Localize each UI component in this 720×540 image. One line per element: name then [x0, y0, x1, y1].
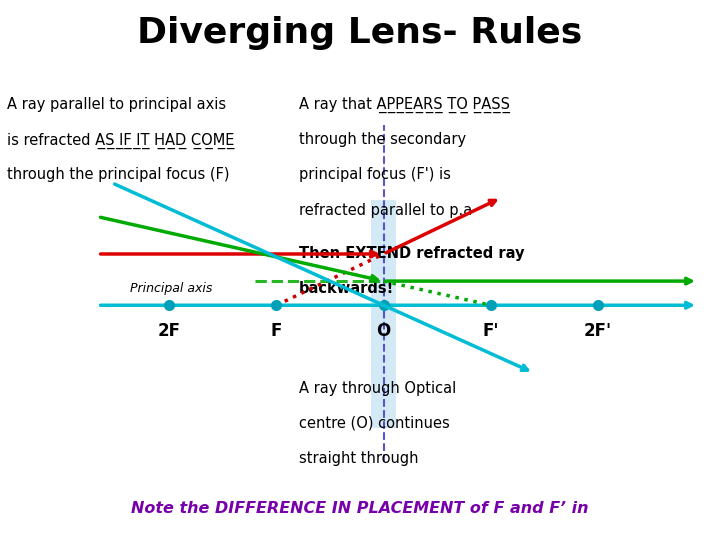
Text: backwards!: backwards!: [299, 281, 394, 296]
Text: A ray that A̲P̲P̲E̲A̲R̲S̲ T̲O̲ P̲A̲S̲S̲: A ray that A̲P̲P̲E̲A̲R̲S̲ T̲O̲ P̲A̲S̲S̲: [299, 97, 510, 113]
Text: A ray parallel to principal axis: A ray parallel to principal axis: [7, 97, 226, 112]
Text: through the secondary: through the secondary: [299, 132, 466, 147]
Text: 2F: 2F: [158, 321, 181, 340]
Text: O: O: [377, 321, 391, 340]
Text: straight through: straight through: [299, 451, 418, 466]
Text: principal focus (F') is: principal focus (F') is: [299, 167, 451, 183]
Text: Diverging Lens- Rules: Diverging Lens- Rules: [138, 16, 582, 50]
Text: is refracted A̲S̲ I̲F̲ I̲T̲ H̲A̲D̲ C̲O̲M̲E̲: is refracted A̲S̲ I̲F̲ I̲T̲ H̲A̲D̲ C̲O̲M…: [7, 132, 235, 149]
Bar: [371, 200, 397, 428]
Text: centre (O) continues: centre (O) continues: [299, 416, 449, 431]
Text: Note the DIFFERENCE IN PLACEMENT of F and F’ in: Note the DIFFERENCE IN PLACEMENT of F an…: [131, 501, 589, 516]
Text: F: F: [271, 321, 282, 340]
Text: F': F': [482, 321, 499, 340]
Text: 2F': 2F': [584, 321, 612, 340]
Text: refracted parallel to p.a: refracted parallel to p.a: [299, 202, 472, 218]
Text: A ray through Optical: A ray through Optical: [299, 381, 456, 396]
Text: Principal axis: Principal axis: [130, 282, 212, 295]
Text: through the principal focus (F): through the principal focus (F): [7, 167, 230, 183]
Text: Then EXTEND refracted ray: Then EXTEND refracted ray: [299, 246, 524, 261]
